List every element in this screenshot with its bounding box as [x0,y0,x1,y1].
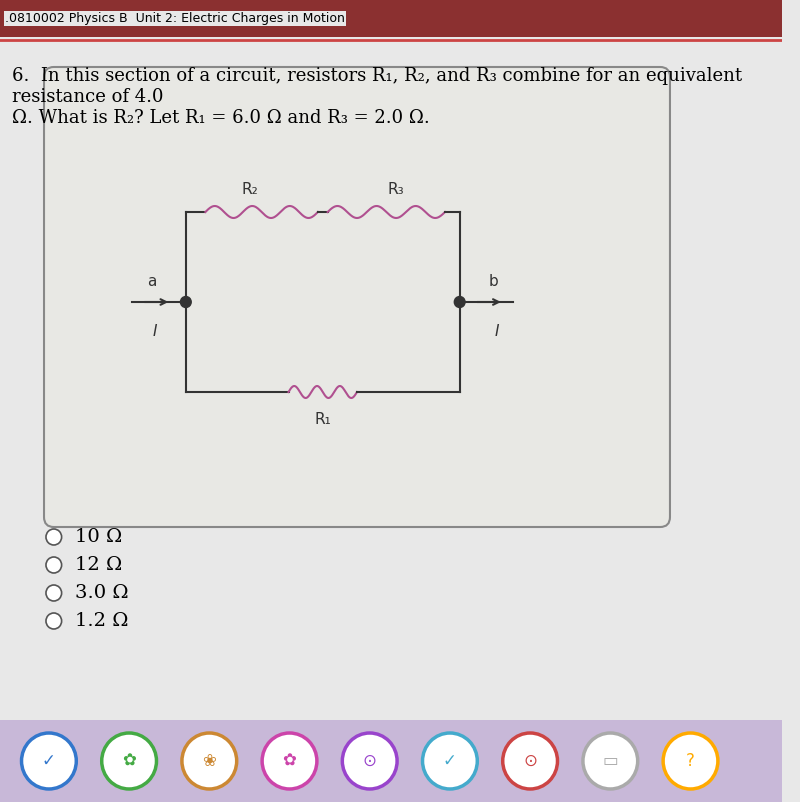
Circle shape [46,613,62,629]
Circle shape [454,297,465,307]
Text: a: a [147,274,156,289]
FancyBboxPatch shape [44,67,670,527]
FancyBboxPatch shape [0,0,782,37]
Circle shape [342,733,397,789]
Text: I: I [494,324,499,339]
Circle shape [262,733,317,789]
Text: 6.  In this section of a circuit, resistors R₁, R₂, and R₃ combine for an equiva: 6. In this section of a circuit, resisto… [12,67,742,127]
Text: ▭: ▭ [602,752,618,770]
Text: 1.2 Ω: 1.2 Ω [75,612,129,630]
Text: R₁: R₁ [314,412,331,427]
Circle shape [102,733,157,789]
Text: ❀: ❀ [202,752,216,770]
Text: R₂: R₂ [241,182,258,197]
Circle shape [46,557,62,573]
Text: ⊙: ⊙ [362,752,377,770]
Text: I: I [152,324,157,339]
Circle shape [583,733,638,789]
Text: R₃: R₃ [388,182,405,197]
Text: ⊙: ⊙ [523,752,537,770]
Circle shape [663,733,718,789]
Circle shape [46,585,62,601]
Text: 10 Ω: 10 Ω [75,528,122,546]
Circle shape [46,529,62,545]
Circle shape [22,733,76,789]
Text: .0810002 Physics B  Unit 2: Electric Charges in Motion: .0810002 Physics B Unit 2: Electric Char… [5,12,345,25]
Circle shape [502,733,558,789]
Text: ✓: ✓ [42,752,56,770]
Text: 3.0 Ω: 3.0 Ω [75,584,129,602]
Circle shape [182,733,237,789]
Text: ✿: ✿ [282,752,297,770]
Text: ?: ? [686,752,695,770]
Text: ✿: ✿ [122,752,136,770]
Circle shape [181,297,191,307]
Text: b: b [489,274,498,289]
Text: ✓: ✓ [443,752,457,770]
FancyBboxPatch shape [0,720,782,802]
Text: 12 Ω: 12 Ω [75,556,122,574]
Circle shape [422,733,478,789]
